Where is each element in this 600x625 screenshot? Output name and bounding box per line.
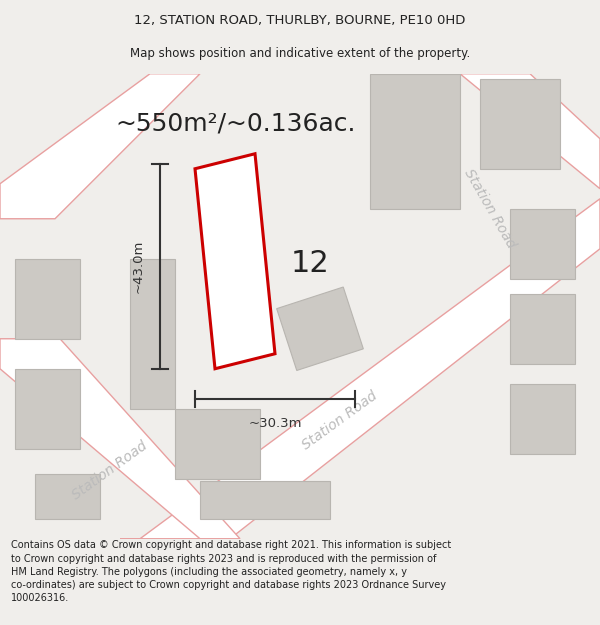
Polygon shape — [0, 339, 240, 539]
Polygon shape — [175, 409, 260, 479]
Polygon shape — [370, 74, 460, 209]
Text: Station Road: Station Road — [300, 389, 380, 452]
Polygon shape — [200, 481, 330, 519]
Polygon shape — [510, 384, 575, 454]
Text: Map shows position and indicative extent of the property.: Map shows position and indicative extent… — [130, 47, 470, 59]
Text: 12: 12 — [290, 249, 329, 278]
Text: ~43.0m: ~43.0m — [132, 239, 145, 293]
Polygon shape — [120, 199, 600, 539]
Polygon shape — [510, 294, 575, 364]
Polygon shape — [15, 259, 80, 339]
Text: ~30.3m: ~30.3m — [248, 417, 302, 430]
Text: 12, STATION ROAD, THURLBY, BOURNE, PE10 0HD: 12, STATION ROAD, THURLBY, BOURNE, PE10 … — [134, 14, 466, 27]
Text: Station Road: Station Road — [70, 439, 150, 503]
Text: Station Road: Station Road — [461, 167, 518, 251]
Polygon shape — [277, 287, 364, 371]
Polygon shape — [430, 74, 600, 189]
Polygon shape — [195, 154, 275, 369]
Text: Contains OS data © Crown copyright and database right 2021. This information is : Contains OS data © Crown copyright and d… — [11, 541, 451, 603]
Polygon shape — [35, 474, 100, 519]
Polygon shape — [480, 79, 560, 169]
Polygon shape — [510, 209, 575, 279]
Text: ~550m²/~0.136ac.: ~550m²/~0.136ac. — [115, 112, 355, 136]
Polygon shape — [130, 259, 175, 409]
Polygon shape — [0, 74, 200, 219]
Polygon shape — [15, 369, 80, 449]
